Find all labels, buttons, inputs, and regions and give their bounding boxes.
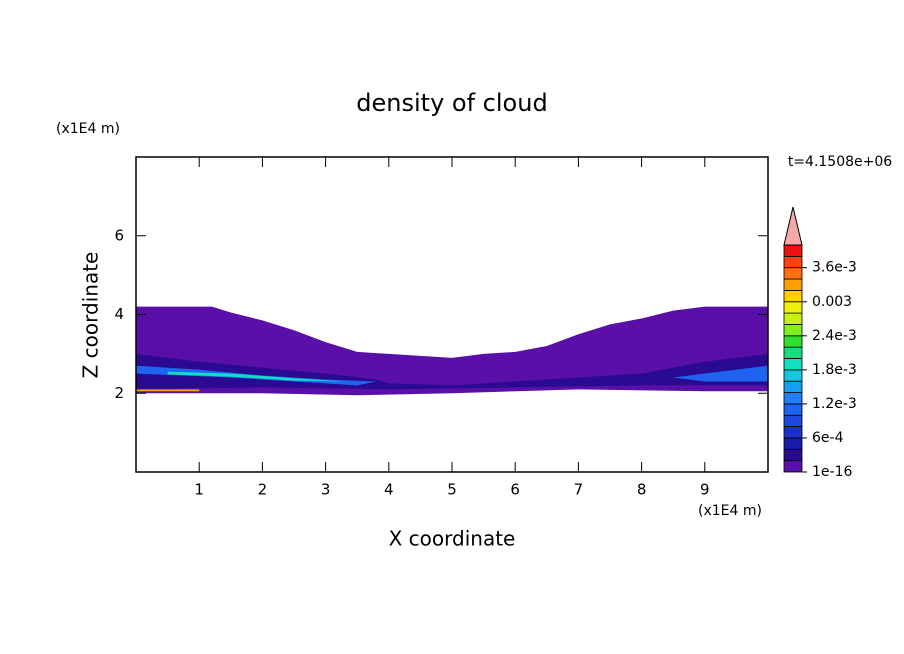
- colorbar-segment: [783, 312, 803, 325]
- colorbar-segment: [783, 346, 803, 359]
- chart-title: density of cloud: [356, 89, 547, 117]
- y-axis-label: Z coordinate: [79, 252, 103, 379]
- x-unit: (x1E4 m): [698, 503, 762, 519]
- colorbar-label: 2.4e-3: [812, 328, 857, 344]
- colorbar-segment: [783, 289, 803, 303]
- contour-region: [136, 389, 200, 392]
- colorbar-label: 6e-4: [812, 430, 844, 446]
- x-tick-label: 3: [321, 481, 331, 499]
- x-tick-label: 5: [447, 481, 457, 499]
- colorbar-label: 0.003: [812, 294, 852, 310]
- colorbar-segment: [783, 414, 803, 428]
- colorbar-segment: [783, 437, 803, 450]
- colorbar-label: 3.6e-3: [812, 260, 857, 276]
- x-tick-label: 4: [384, 481, 394, 499]
- y-unit: (x1E4 m): [56, 121, 120, 137]
- colorbar-segment: [783, 426, 803, 439]
- x-tick-label: 9: [700, 481, 710, 499]
- colorbar-segment: [783, 448, 803, 462]
- x-tick-label: 6: [510, 481, 520, 499]
- colorbar-segment: [783, 358, 803, 371]
- contour-region: [167, 371, 345, 382]
- colorbar-segment: [783, 335, 803, 348]
- colorbar-segment: [783, 267, 803, 280]
- colorbar-segment: [783, 255, 803, 269]
- colorbar-segment: [783, 460, 803, 473]
- x-tick-label: 7: [574, 481, 584, 499]
- x-tick-label: 8: [637, 481, 647, 499]
- colorbar-segment: [783, 369, 803, 382]
- colorbar-label: 1.8e-3: [812, 362, 857, 378]
- contour-region: [673, 365, 768, 382]
- x-axis-label: X coordinate: [389, 527, 516, 551]
- colorbar-segment: [783, 324, 803, 337]
- colorbar-extend: [783, 206, 803, 246]
- x-tick-label: 2: [258, 481, 268, 499]
- y-tick-label: 2: [114, 384, 124, 402]
- colorbar-segment: [783, 244, 803, 257]
- colorbar-segment: [783, 380, 803, 393]
- time-annotation: t=4.1508e+06: [788, 154, 892, 170]
- y-tick-label: 4: [114, 305, 124, 323]
- x-tick-label: 1: [194, 481, 204, 499]
- colorbar-segment: [783, 301, 803, 314]
- colorbar-segment: [783, 403, 803, 416]
- colorbar-label: 1e-16: [812, 464, 852, 480]
- colorbar-label: 1.2e-3: [812, 396, 857, 412]
- y-tick-label: 6: [114, 226, 124, 244]
- colorbar-segment: [783, 392, 803, 405]
- colorbar-segment: [783, 278, 803, 291]
